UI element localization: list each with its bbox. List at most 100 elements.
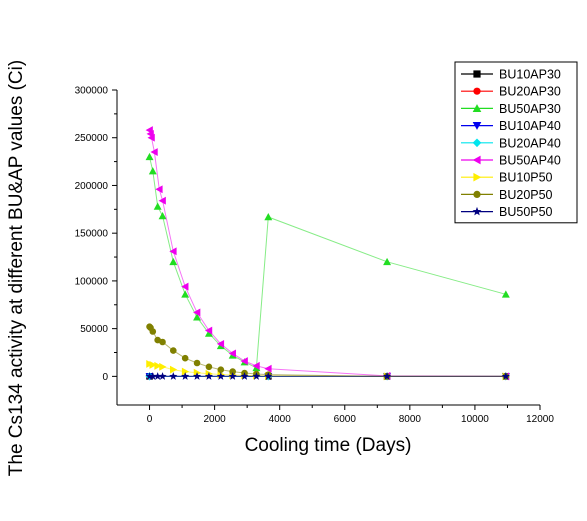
legend-marker-bu50ap40	[472, 155, 481, 165]
data-point-bu50p50	[153, 372, 162, 380]
series-line-bu50ap30	[149, 156, 506, 369]
legend-marker-bu10p50	[473, 172, 482, 182]
data-point-bu50ap40	[181, 282, 189, 291]
data-point-bu10p50	[193, 368, 202, 377]
x-tick-label: 8000	[399, 414, 422, 425]
y-tick-label: 0	[102, 372, 108, 383]
data-point-bu10p50	[159, 362, 167, 371]
data-point-bu20p50	[149, 328, 157, 335]
legend-label-bu20ap40: BU20AP40	[499, 136, 561, 150]
data-point-bu50ap40	[169, 247, 177, 256]
data-point-bu50ap40	[252, 361, 260, 370]
data-point-bu50ap40	[158, 196, 166, 205]
series-bu50p50	[145, 372, 510, 380]
plot-area	[145, 126, 510, 381]
data-point-bu10p50	[149, 360, 157, 369]
data-point-bu50p50	[192, 372, 202, 380]
data-point-bu20p50	[181, 354, 189, 362]
data-point-bu50p50	[145, 372, 154, 380]
legend-marker-bu20ap40	[472, 138, 482, 148]
y-tick-label: 300000	[75, 86, 109, 97]
data-point-bu10p50	[169, 365, 178, 374]
series-bu10p50	[146, 359, 510, 381]
series-line-bu50ap40	[149, 129, 506, 377]
legend-marker-bu10ap40	[472, 122, 482, 130]
legend-item-bu20ap30: BU20AP30	[461, 85, 561, 99]
legend-label-bu50ap30: BU50AP30	[499, 102, 561, 116]
y-tick-label: 150000	[75, 229, 109, 240]
legend-item-bu50ap40: BU50AP40	[461, 154, 561, 168]
data-point-bu50ap40	[147, 133, 155, 142]
series-line-bu20p50	[149, 326, 506, 377]
data-point-bu50p50	[264, 372, 273, 380]
data-point-bu50ap40	[216, 339, 225, 348]
x-tick-label: 4000	[269, 414, 292, 425]
legend-label-bu20p50: BU20P50	[499, 188, 553, 202]
data-point-bu50ap30	[153, 202, 162, 210]
data-point-bu50ap30	[501, 290, 510, 298]
axes: 0 2000 4000 6000 8000 10000 12000 0 50000 100000 1…	[75, 86, 555, 426]
legend-marker-bu20ap30	[473, 87, 481, 95]
data-point-bu50ap40	[228, 349, 236, 358]
data-point-bu20p50	[229, 368, 236, 375]
data-point-bu50p50	[216, 372, 225, 380]
x-tick-label: 6000	[334, 414, 357, 425]
data-point-bu50ap40	[150, 148, 158, 157]
series-bu50ap30	[145, 152, 510, 372]
data-point-bu50p50	[228, 372, 237, 380]
data-point-bu50p50	[181, 372, 190, 380]
y-tick-label: 50000	[80, 324, 108, 335]
data-point-bu50p50	[204, 372, 214, 380]
series-line-bu10p50	[149, 363, 506, 377]
legend-item-bu10ap40: BU10AP40	[461, 119, 561, 133]
data-point-bu50ap40	[193, 308, 201, 317]
data-point-bu10p50	[181, 367, 190, 376]
legend-item-bu50ap30: BU50AP30	[461, 102, 561, 116]
x-tick-label: 0	[147, 414, 153, 425]
data-point-bu50p50	[148, 372, 157, 380]
legend-label-bu50ap40: BU50AP40	[499, 154, 561, 168]
data-point-bu20p50	[159, 338, 166, 346]
data-point-bu50p50	[240, 372, 249, 380]
legend-item-bu10p50: BU10P50	[461, 171, 553, 185]
data-point-bu50ap30	[204, 329, 213, 337]
data-point-bu50p50	[501, 372, 510, 380]
legend-item-bu10ap30: BU10AP30	[461, 68, 561, 82]
legend-label-bu20ap30: BU20AP30	[499, 85, 561, 99]
legend-item-bu20p50: BU20P50	[461, 188, 553, 202]
data-point-bu50p50	[252, 372, 261, 380]
legend-label-bu50p50: BU50P50	[499, 205, 553, 219]
data-point-bu50ap30	[169, 257, 178, 266]
data-point-bu20p50	[193, 359, 201, 367]
data-point-bu50ap30	[158, 212, 167, 220]
data-point-bu50ap30	[383, 257, 392, 266]
x-tick-label: 2000	[203, 414, 226, 425]
legend-label-bu10p50: BU10P50	[499, 171, 553, 185]
x-tick-label: 12000	[526, 414, 554, 425]
y-tick-label: 200000	[75, 181, 109, 192]
data-point-bu50ap40	[204, 326, 213, 335]
data-point-bu50ap30	[145, 152, 154, 161]
data-point-bu10p50	[154, 361, 162, 370]
data-point-bu50p50	[382, 372, 392, 380]
legend-label-bu10ap40: BU10AP40	[499, 119, 561, 133]
data-point-bu20p50	[205, 363, 213, 371]
data-point-bu50ap40	[240, 357, 248, 366]
y-axis-title: The Cs134 activity at different BU&AP va…	[6, 60, 27, 476]
legend-marker-bu20p50	[473, 190, 481, 198]
x-tick-label: 10000	[461, 414, 489, 425]
data-point-bu20p50	[169, 347, 177, 354]
legend-marker-bu50p50	[472, 206, 482, 216]
data-point-bu50ap30	[264, 212, 273, 221]
legend-marker-bu50ap30	[472, 104, 482, 112]
data-point-bu50ap40	[155, 185, 163, 194]
data-point-bu50ap30	[148, 167, 157, 175]
legend-label-bu10ap30: BU10AP30	[499, 68, 561, 82]
legend-item-bu20ap40: BU20AP40	[461, 136, 561, 150]
data-point-bu50p50	[169, 372, 178, 380]
data-point-bu20p50	[217, 366, 225, 373]
series-bu20p50	[146, 323, 510, 380]
legend-marker-bu10ap30	[473, 70, 481, 78]
legend: BU10AP30 BU20AP30 BU50AP30 BU10AP40 BU20AP40…	[454, 61, 578, 224]
